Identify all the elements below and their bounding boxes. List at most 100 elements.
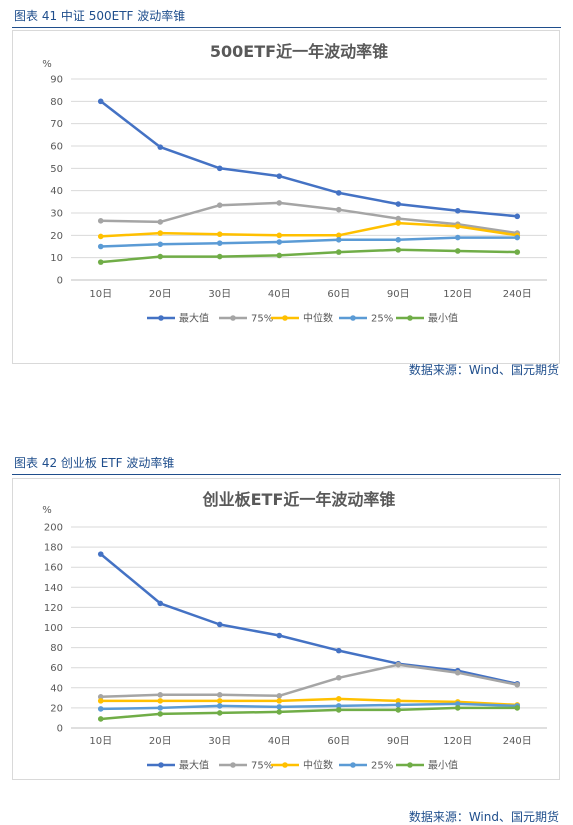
data-point	[335, 703, 342, 709]
data-point	[276, 200, 283, 206]
x-tick-label: 90日	[387, 736, 410, 747]
legend-swatch-marker	[230, 762, 236, 768]
legend-label: 中位数	[303, 759, 333, 772]
data-point	[395, 698, 402, 704]
caption-rule-2	[12, 474, 561, 475]
data-point	[395, 237, 402, 243]
y-tick-label: 0	[57, 276, 63, 287]
series-line-2	[99, 697, 519, 707]
legend-label: 最大值	[179, 312, 209, 325]
series-line-0	[99, 552, 519, 686]
y-tick-label: 180	[44, 543, 63, 554]
legend-label: 25%	[371, 314, 393, 325]
y-tick-label: 90	[50, 75, 63, 86]
data-point	[276, 704, 283, 710]
legend-label: 最小值	[428, 759, 458, 772]
data-point	[216, 621, 223, 628]
data-point	[335, 707, 342, 713]
data-point	[157, 692, 164, 698]
data-point	[157, 230, 164, 236]
data-point	[395, 220, 402, 226]
data-point	[97, 551, 104, 557]
data-point	[216, 710, 223, 716]
x-tick-label: 120日	[443, 289, 472, 300]
y-tick-label: 0	[57, 724, 63, 735]
source-note-2: 数据来源：Wind、国元期货	[408, 810, 559, 824]
legend-swatch-marker	[158, 315, 164, 321]
data-point	[276, 173, 283, 179]
data-point	[157, 698, 164, 704]
series-line-0	[99, 100, 519, 218]
y-tick-label: 70	[50, 119, 63, 130]
data-point	[97, 706, 104, 712]
chart-title: 500ETF近一年波动率锥	[210, 42, 388, 61]
data-point	[216, 240, 223, 246]
chart-title: 创业板ETF近一年波动率锥	[202, 490, 396, 509]
figure-caption-1: 图表 41 中证 500ETF 波动率锥	[14, 9, 186, 23]
legend-label: 中位数	[303, 312, 333, 325]
y-tick-label: 200	[44, 523, 63, 534]
data-point	[276, 693, 283, 699]
data-point	[454, 207, 461, 214]
x-tick-label: 30日	[208, 289, 231, 300]
chart-container-1: 500ETF近一年波动率锥% 0 10 20 30 40 50 60 70 80 90 10日 20日 3…	[12, 30, 560, 364]
data-point	[216, 698, 223, 704]
data-point	[514, 234, 521, 241]
data-point	[395, 702, 402, 708]
y-axis-unit-label: %	[42, 59, 52, 70]
data-point	[454, 705, 461, 711]
data-point	[335, 206, 342, 213]
y-tick-label: 10	[50, 253, 63, 264]
x-tick-label: 10日	[89, 736, 112, 747]
data-point	[335, 696, 342, 702]
legend-swatch-marker	[350, 315, 356, 321]
data-point	[276, 239, 283, 245]
y-tick-label: 100	[44, 623, 63, 634]
series-line-3	[99, 702, 519, 711]
y-tick-label: 50	[50, 164, 63, 175]
x-tick-label: 40日	[268, 736, 291, 747]
data-point	[97, 243, 104, 250]
y-tick-label: 80	[50, 643, 63, 654]
x-tick-label: 120日	[443, 736, 472, 747]
data-point	[454, 234, 461, 241]
x-tick-label: 30日	[208, 736, 231, 747]
data-point	[335, 190, 342, 196]
x-tick-label: 20日	[149, 736, 172, 747]
data-point	[335, 249, 342, 255]
y-tick-label: 120	[44, 603, 63, 614]
legend-label: 75%	[251, 761, 273, 772]
data-point	[157, 219, 164, 225]
data-point	[97, 218, 104, 224]
data-point	[157, 705, 164, 711]
legend-label: 最小值	[428, 312, 458, 325]
y-tick-label: 20	[50, 703, 63, 714]
data-point	[216, 703, 223, 709]
data-point	[335, 232, 342, 239]
data-point	[514, 681, 521, 688]
data-point	[335, 674, 342, 681]
data-point	[97, 98, 104, 105]
x-tick-label: 10日	[89, 289, 112, 300]
y-tick-label: 60	[50, 663, 63, 674]
legend-swatch-marker	[407, 315, 413, 321]
data-point	[395, 215, 402, 222]
data-point	[157, 600, 164, 607]
data-point	[216, 253, 223, 260]
y-tick-label: 40	[50, 186, 63, 197]
x-tick-label: 90日	[387, 289, 410, 300]
chart-container-2: 创业板ETF近一年波动率锥% 0 20 40 60 80 100 120 140 160 180 20…	[12, 478, 560, 780]
legend-swatch-marker	[282, 315, 288, 321]
data-point	[276, 252, 283, 259]
data-point	[157, 241, 164, 248]
y-tick-label: 30	[50, 209, 63, 220]
data-point	[395, 201, 402, 207]
x-tick-label: 240日	[503, 736, 532, 747]
x-tick-label: 60日	[327, 289, 350, 300]
y-tick-label: 160	[44, 563, 63, 574]
data-point	[157, 711, 164, 717]
legend-swatch-marker	[230, 315, 236, 321]
series-line-3	[99, 236, 519, 248]
legend-label: 最大值	[179, 759, 209, 772]
legend-swatch-marker	[350, 762, 356, 768]
